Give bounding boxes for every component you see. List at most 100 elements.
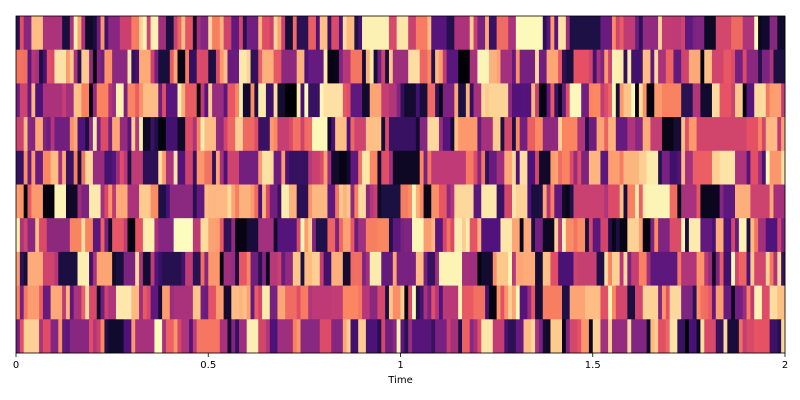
heatmap-cell: [535, 117, 540, 152]
heatmap-cell: [277, 218, 282, 253]
heatmap-cell: [396, 49, 401, 84]
heatmap-cell: [92, 49, 98, 84]
heatmap-cell: [250, 218, 255, 253]
heatmap-cell: [408, 251, 413, 286]
heatmap-cell: [496, 218, 501, 253]
heatmap-cell: [615, 251, 621, 286]
heatmap-cell: [219, 319, 225, 354]
heatmap-cell: [615, 49, 621, 84]
heatmap-cell: [485, 16, 490, 51]
heatmap-cell: [258, 49, 263, 84]
heatmap-cell: [711, 117, 717, 152]
heatmap-cell: [669, 251, 674, 286]
heatmap-cell: [692, 184, 697, 219]
heatmap-cell: [373, 218, 378, 253]
heatmap-cell: [373, 184, 378, 219]
heatmap-cell: [308, 251, 313, 286]
heatmap-cell: [473, 49, 478, 84]
heatmap-cell: [623, 251, 628, 286]
heatmap-cell: [242, 319, 248, 354]
heatmap-cell: [504, 251, 509, 286]
heatmap-cell: [392, 83, 398, 118]
heatmap-cell: [781, 218, 786, 253]
heatmap-cell: [669, 49, 674, 84]
heatmap-cell: [488, 251, 494, 286]
heatmap-cell: [773, 285, 778, 320]
heatmap-cell: [600, 251, 605, 286]
heatmap-cell: [150, 150, 155, 185]
heatmap-cell: [661, 150, 667, 185]
heatmap-cell: [335, 16, 340, 51]
heatmap-cell: [519, 117, 524, 152]
heatmap-cell: [146, 49, 151, 84]
heatmap-cell: [581, 150, 586, 185]
heatmap-cell: [338, 319, 344, 354]
heatmap-cell: [677, 16, 682, 51]
heatmap-cell: [554, 49, 559, 84]
heatmap-cell: [454, 16, 459, 51]
heatmap-cell: [150, 16, 155, 51]
heatmap-cell: [142, 218, 148, 253]
heatmap-cell: [504, 83, 509, 118]
heatmap-cell: [615, 319, 621, 354]
heatmap-cell: [419, 16, 424, 51]
heatmap-cell: [177, 285, 182, 320]
heatmap-cell: [561, 49, 567, 84]
heatmap-cell: [627, 218, 632, 253]
heatmap-cell: [746, 218, 751, 253]
heatmap-cell: [296, 184, 301, 219]
heatmap-cell: [292, 117, 298, 152]
heatmap-cell: [408, 117, 413, 152]
heatmap-cell: [577, 251, 582, 286]
heatmap-cell: [400, 117, 405, 152]
heatmap-cell: [469, 184, 474, 219]
heatmap-cell: [100, 251, 105, 286]
heatmap-cell: [77, 16, 82, 51]
heatmap-cell: [204, 117, 209, 152]
heatmap-cell: [385, 285, 390, 320]
heatmap-cell: [358, 285, 363, 320]
heatmap-cell: [692, 251, 697, 286]
heatmap-cell: [738, 319, 744, 354]
heatmap-cell: [727, 251, 732, 286]
heatmap-cell: [404, 251, 409, 286]
heatmap-cell: [646, 150, 651, 185]
heatmap-cell: [212, 319, 217, 354]
heatmap-cell: [708, 150, 713, 185]
heatmap-cell: [16, 83, 21, 118]
heatmap-cell: [162, 251, 167, 286]
heatmap-cell: [104, 117, 109, 152]
heatmap-cell: [773, 117, 778, 152]
heatmap-cell: [554, 319, 559, 354]
heatmap-cell: [419, 319, 424, 354]
heatmap-cell: [92, 218, 98, 253]
heatmap-cell: [588, 49, 594, 84]
heatmap-cell: [627, 83, 632, 118]
heatmap-cell: [350, 184, 355, 219]
heatmap-cell: [31, 319, 36, 354]
heatmap-cell: [127, 218, 132, 253]
heatmap-cell: [215, 319, 221, 354]
heatmap-cell: [154, 285, 159, 320]
heatmap-cell: [431, 251, 436, 286]
heatmap-cell: [119, 285, 125, 320]
heatmap-cell: [777, 319, 782, 354]
heatmap-cell: [296, 285, 301, 320]
heatmap-cell: [388, 16, 394, 51]
heatmap-cell: [423, 49, 428, 84]
heatmap-cell: [58, 83, 63, 118]
heatmap-cell: [277, 83, 282, 118]
heatmap-cell: [462, 117, 467, 152]
heatmap-cell: [485, 319, 490, 354]
heatmap-cell: [162, 150, 167, 185]
heatmap-cell: [523, 49, 528, 84]
heatmap-cell: [285, 117, 290, 152]
heatmap-cell: [638, 117, 644, 152]
heatmap-cell: [600, 16, 605, 51]
heatmap-cell: [446, 117, 451, 152]
heatmap-cell: [746, 319, 751, 354]
heatmap-cell: [346, 285, 351, 320]
heatmap-cell: [296, 150, 301, 185]
heatmap-cell: [146, 251, 151, 286]
heatmap-cell: [561, 83, 567, 118]
